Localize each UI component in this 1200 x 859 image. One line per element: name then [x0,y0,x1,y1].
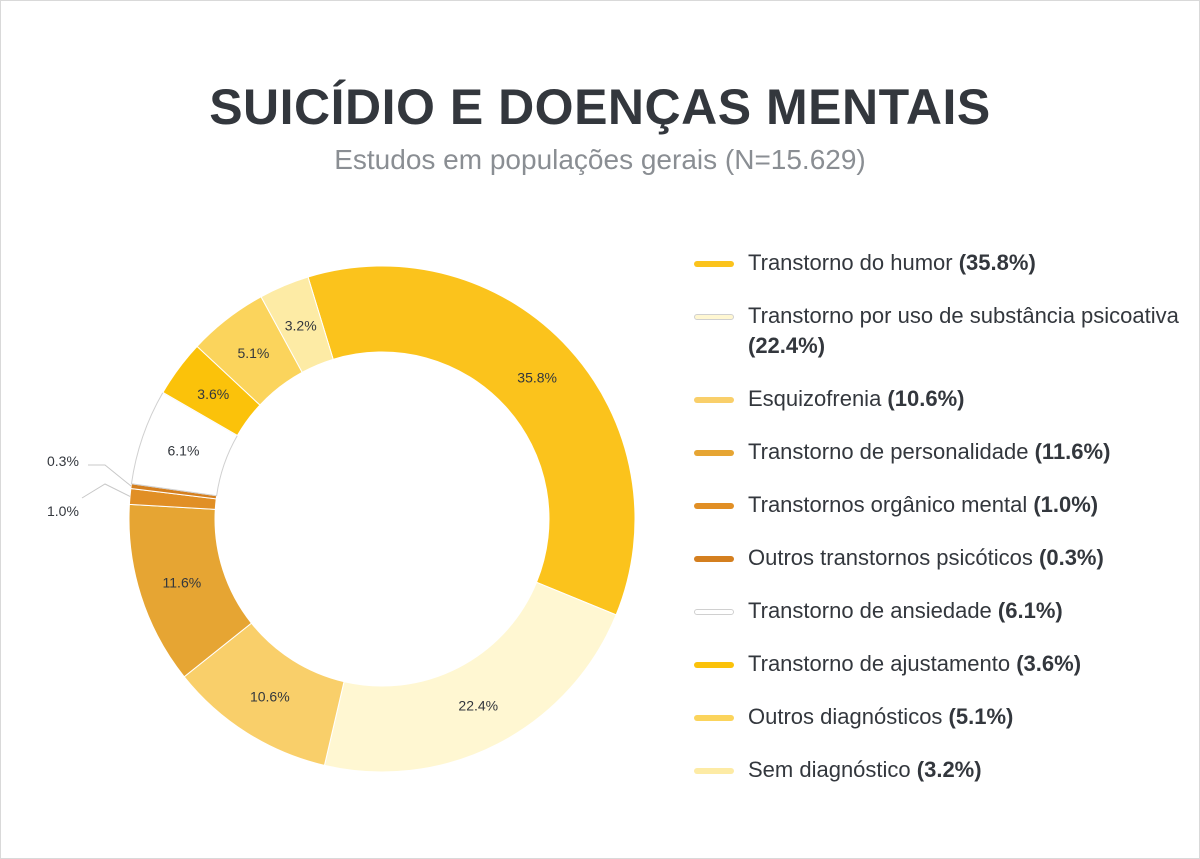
slice-sem-diagnostico [260,276,334,373]
legend-swatch [694,715,734,721]
legend-value: (0.3%) [1039,545,1104,570]
legend-item-transtorno-de-personalidade: Transtorno de personalidade (11.6%) [694,437,1184,467]
legend-label: Esquizofrenia [748,386,888,411]
legend-label: Transtorno do humor [748,250,959,275]
slice-label-outros-transtornos-psicoticos: 0.3% [47,453,79,469]
legend-label: Outros diagnósticos [748,704,949,729]
slice-label-esquizofrenia: 10.6% [250,689,290,705]
legend-swatch [694,450,734,456]
legend-item-outros-transtornos-psicoticos: Outros transtornos psicóticos (0.3%) [694,543,1184,573]
legend-item-outros-diagnosticos: Outros diagnósticos (5.1%) [694,702,1184,732]
legend-item-transtorno-de-ansiedade: Transtorno de ansiedade (6.1%) [694,596,1184,626]
slice-label-outros-diagnosticos: 5.1% [237,345,269,361]
legend-label: Transtornos orgânico mental [748,492,1034,517]
legend-item-sem-diagnostico: Sem diagnóstico (3.2%) [694,755,1184,785]
legend-swatch [694,314,734,320]
leader-line-outros-transtornos-psicoticos [88,464,132,487]
legend-swatch [694,662,734,668]
legend-value: (35.8%) [958,250,1036,275]
legend-swatch [694,556,734,562]
legend-item-transtorno-por-uso-de-substancia-psicoativa: Transtorno por uso de substância psicoat… [694,301,1184,361]
legend-label: Transtorno de personalidade [748,439,1035,464]
legend-value: (5.1%) [948,704,1014,729]
legend-swatch [694,768,734,774]
legend-label: Transtorno de ansiedade [748,598,998,623]
slice-label-sem-diagnostico: 3.2% [285,317,317,333]
slice-label-transtorno-de-ajustamento: 3.6% [197,386,229,402]
chart-title: SUICÍDIO E DOENÇAS MENTAIS [209,79,991,135]
legend-value: (1.0%) [1033,492,1099,517]
legend-swatch [694,261,734,267]
legend-item-esquizofrenia: Esquizofrenia (10.6%) [694,384,1184,414]
legend-swatch [694,503,734,509]
chart-subtitle: Estudos em populações gerais (N=15.629) [334,144,866,175]
slice-transtorno-por-uso-de-substancia-psicoativa [323,581,617,773]
legend-item-transtorno-de-ajustamento: Transtorno de ajustamento (3.6%) [694,649,1184,679]
slice-label-transtornos-organico-mental: 1.0% [47,503,79,519]
legend-value: (3.2%) [916,757,982,782]
legend-label: Outros transtornos psicóticos [748,545,1040,570]
legend-value: (22.4%) [748,333,826,358]
legend-label: Transtorno por uso de substância psicoat… [748,303,1179,328]
legend-swatch [694,397,734,403]
slice-label-transtorno-do-humor: 35.8% [517,369,557,385]
legend-item-transtornos-organico-mental: Transtornos orgânico mental (1.0%) [694,490,1184,520]
legend-item-transtorno-do-humor: Transtorno do humor (35.8%) [694,248,1184,278]
legend-value: (6.1%) [997,598,1063,623]
legend-label: Transtorno de ajustamento [748,651,1017,676]
leader-line-transtornos-organico-mental [81,483,131,499]
legend-label: Sem diagnóstico [748,757,917,782]
legend-value: (10.6%) [887,386,965,411]
legend-value: (3.6%) [1016,651,1082,676]
legend-value: (11.6%) [1034,439,1111,464]
donut-chart: 35.8% 22.4% 10.6% 11.6% 1.0% 0.3% 6.1% 3.6% 5.1%… [47,265,636,773]
slice-label-transtorno-de-ansiedade: 6.1% [168,443,200,459]
legend-swatch [694,609,734,615]
chart-legend: Transtorno do humor (35.8%) Transtorno po… [694,248,1184,808]
slice-label-transtorno-por-uso-de-substancia-psicoativa: 22.4% [458,698,498,714]
slice-label-transtorno-de-personalidade: 11.6% [163,575,202,591]
slice-transtorno-do-humor [307,265,636,616]
